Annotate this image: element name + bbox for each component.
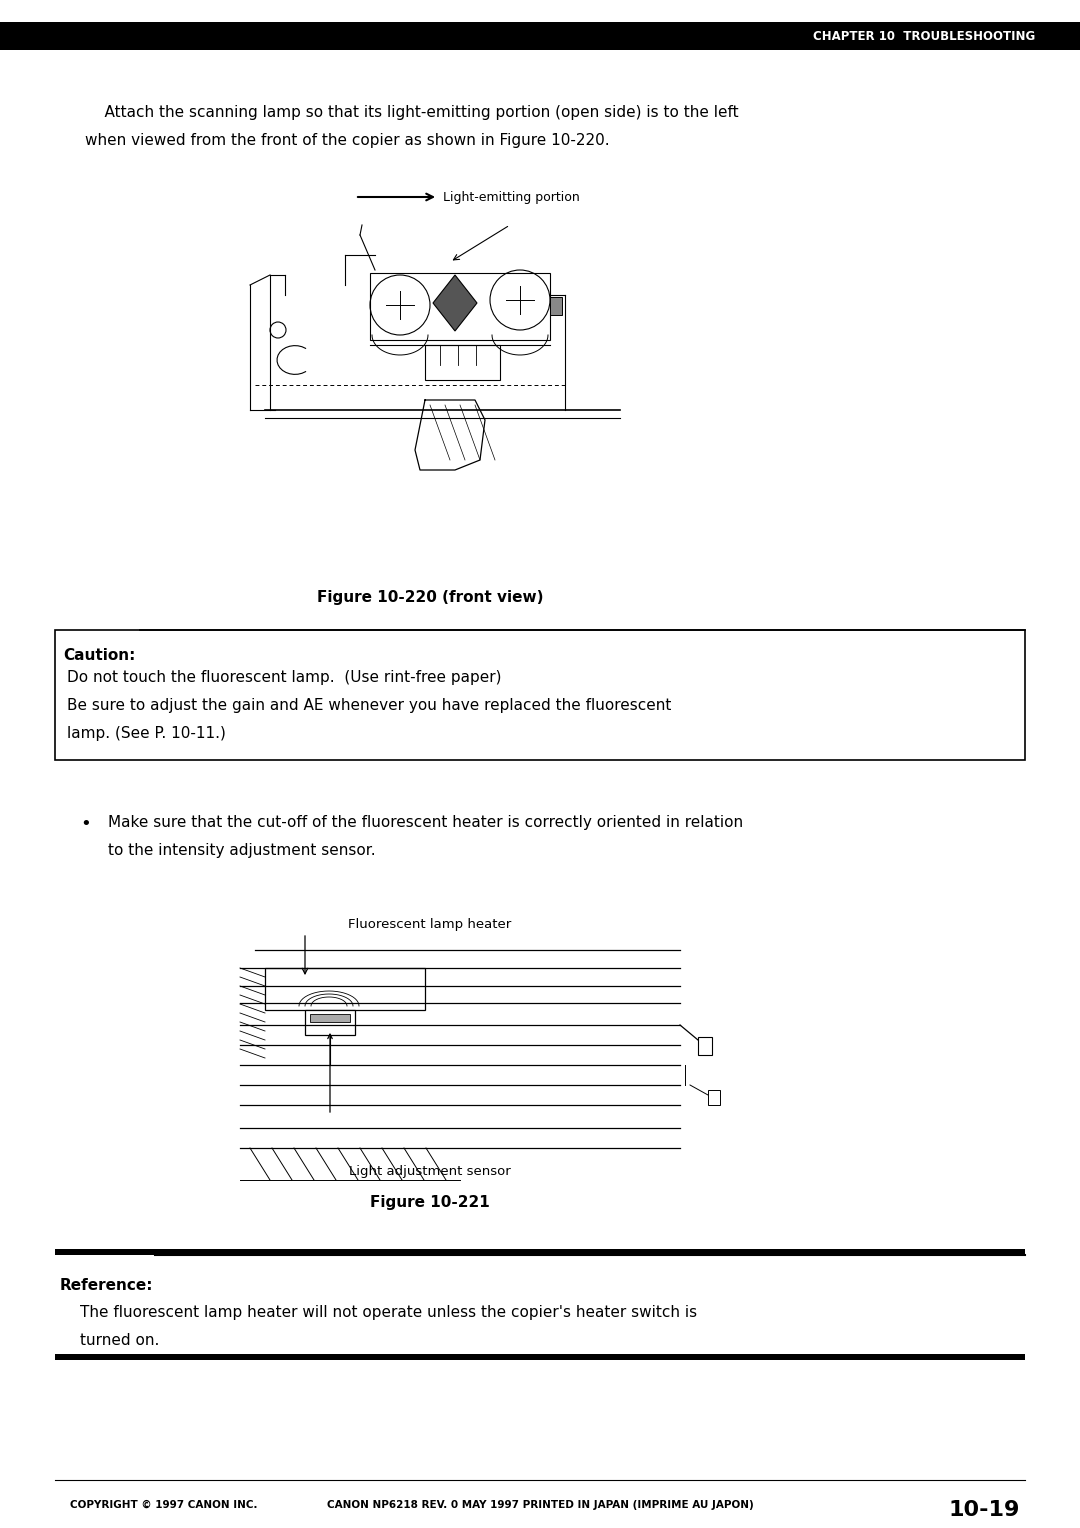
Text: Caution:: Caution: xyxy=(63,648,135,663)
Text: 10-19: 10-19 xyxy=(948,1500,1020,1520)
Bar xyxy=(426,345,500,380)
Text: when viewed from the front of the copier as shown in Figure 10-220.: when viewed from the front of the copier… xyxy=(85,133,609,148)
Bar xyxy=(55,1354,1025,1360)
Bar xyxy=(698,1038,712,1054)
Text: Figure 10-220 (front view): Figure 10-220 (front view) xyxy=(316,590,543,605)
Text: Fluorescent lamp heater: Fluorescent lamp heater xyxy=(349,918,512,931)
Text: Figure 10-221: Figure 10-221 xyxy=(370,1195,490,1210)
Text: Be sure to adjust the gain and AE whenever you have replaced the fluorescent: Be sure to adjust the gain and AE whenev… xyxy=(67,698,672,714)
Text: CHAPTER 10  TROUBLESHOOTING: CHAPTER 10 TROUBLESHOOTING xyxy=(813,29,1035,43)
Text: •: • xyxy=(80,814,91,833)
Bar xyxy=(370,274,550,341)
Text: Light adjustment sensor: Light adjustment sensor xyxy=(349,1164,511,1178)
Bar xyxy=(55,630,1025,759)
Polygon shape xyxy=(433,275,477,332)
Bar xyxy=(550,296,562,315)
Bar xyxy=(55,1248,1025,1254)
Bar xyxy=(310,1015,350,1022)
Bar xyxy=(1042,21,1072,50)
Text: turned on.: turned on. xyxy=(80,1332,160,1348)
Text: COPYRIGHT © 1997 CANON INC.: COPYRIGHT © 1997 CANON INC. xyxy=(70,1500,257,1510)
Text: Reference:: Reference: xyxy=(60,1277,153,1293)
Text: Attach the scanning lamp so that its light-emitting portion (open side) is to th: Attach the scanning lamp so that its lig… xyxy=(85,105,739,121)
Bar xyxy=(0,21,1080,50)
Text: Make sure that the cut-off of the fluorescent heater is correctly oriented in re: Make sure that the cut-off of the fluore… xyxy=(108,814,743,830)
Text: lamp. (See P. 10-11.): lamp. (See P. 10-11.) xyxy=(67,726,226,741)
Bar xyxy=(708,1089,720,1105)
Bar xyxy=(305,1010,355,1034)
Text: Do not touch the fluorescent lamp.  (Use rint-free paper): Do not touch the fluorescent lamp. (Use … xyxy=(67,669,501,685)
Text: to the intensity adjustment sensor.: to the intensity adjustment sensor. xyxy=(108,843,376,859)
Bar xyxy=(265,969,426,1010)
Text: The fluorescent lamp heater will not operate unless the copier's heater switch i: The fluorescent lamp heater will not ope… xyxy=(80,1305,697,1320)
Text: Light-emitting portion: Light-emitting portion xyxy=(443,191,580,203)
Text: CANON NP6218 REV. 0 MAY 1997 PRINTED IN JAPAN (IMPRIME AU JAPON): CANON NP6218 REV. 0 MAY 1997 PRINTED IN … xyxy=(326,1500,754,1510)
